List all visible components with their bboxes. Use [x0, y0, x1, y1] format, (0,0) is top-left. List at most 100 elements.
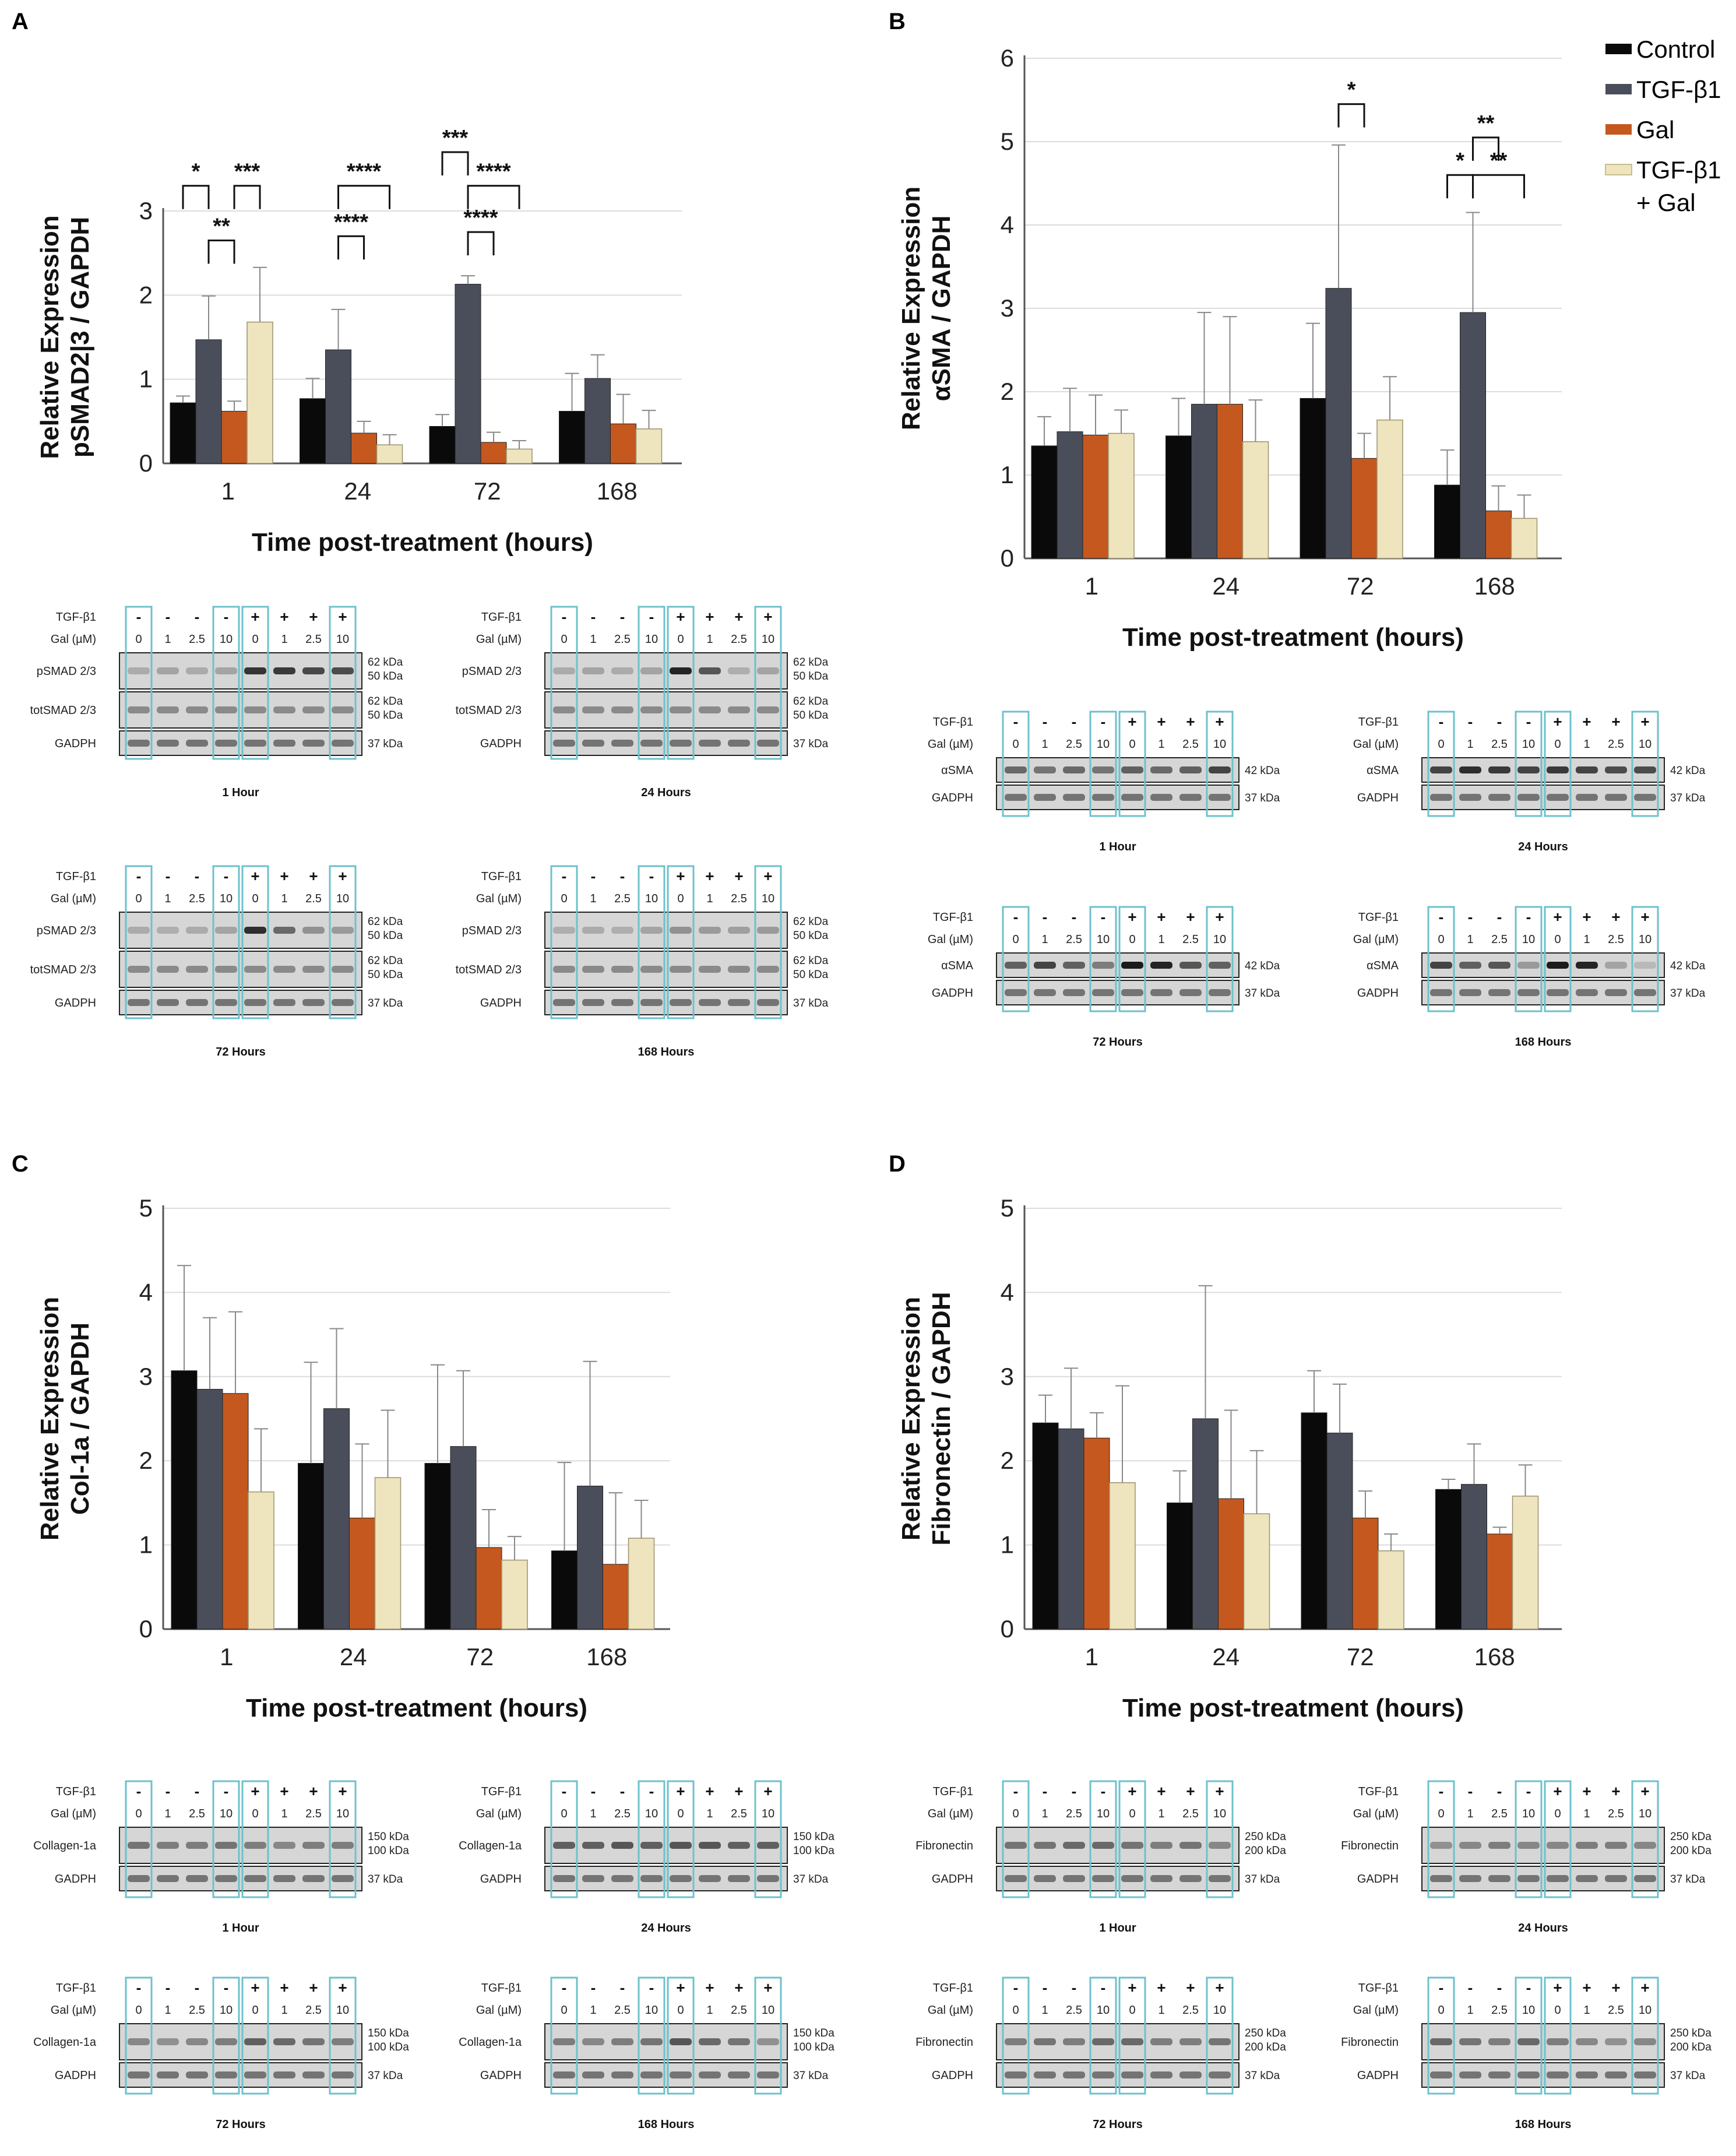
blot-band	[699, 706, 721, 713]
tgf-lane-value: +	[1611, 1979, 1620, 1996]
blot-band	[1430, 962, 1452, 969]
bar	[1510, 518, 1538, 559]
gal-lane-value: 0	[561, 1807, 567, 1820]
bar	[1461, 1484, 1487, 1630]
blot-band	[1034, 1875, 1056, 1882]
blot-band	[1034, 794, 1056, 801]
bar	[1300, 398, 1326, 559]
tgf-lane-value: -	[620, 1979, 625, 1996]
significance-label: **	[1477, 111, 1495, 136]
blot-band	[640, 740, 663, 747]
tgf-lane-value: -	[136, 867, 142, 885]
x-tick-label: 24	[344, 477, 371, 505]
blot-band	[1092, 1842, 1114, 1849]
lane-highlight-box	[1544, 906, 1572, 1012]
lane-highlight-box	[125, 606, 153, 760]
blot-row-label: GADPH	[480, 997, 522, 1010]
blot-row-label: GADPH	[932, 987, 973, 1000]
blot-strip	[119, 2023, 362, 2060]
blot-c-72-hours: TGF-β1 Gal (µM) - 0 - 1 - 2.5 - 10 +0 +1 +2.5 +10 Coll…	[33, 1976, 409, 2131]
lane-highlight-box	[550, 606, 578, 760]
blot-band	[728, 1842, 750, 1849]
lane-highlight-box	[1427, 1976, 1455, 2095]
y-tick-label: 3	[1001, 294, 1014, 322]
tgf-lane-value: +	[676, 1979, 685, 1996]
blot-band	[1209, 1842, 1231, 1849]
panel-label-a: A	[12, 9, 29, 34]
blot-band	[1092, 1875, 1114, 1882]
significance-bracket	[1446, 174, 1474, 199]
y-tick-label: 0	[1001, 544, 1014, 572]
kda-marker-label: 200 kDa	[1245, 1845, 1286, 1857]
bar	[171, 1370, 198, 1630]
blot-band	[215, 999, 237, 1006]
blot-timepoint-label: 1 Hour	[1099, 840, 1136, 853]
bar	[1217, 403, 1243, 559]
bar	[1109, 1482, 1136, 1630]
blot-band	[1209, 2071, 1231, 2078]
panel-label-d: D	[889, 1151, 906, 1177]
blot-band	[582, 667, 604, 674]
gal-lane-value: 2.5	[1182, 1807, 1199, 1820]
tgf-lane-value: +	[1215, 1979, 1224, 1996]
blot-band	[1034, 2038, 1056, 2045]
blot-band	[1005, 2038, 1027, 2045]
gal-row-label: Gal (µM)	[476, 2004, 522, 2017]
blot-row-label: GADPH	[55, 2069, 96, 2082]
blot-band	[611, 2071, 633, 2078]
tgf-lane-value: -	[1013, 1782, 1019, 1800]
blot-row-label: GADPH	[1357, 987, 1399, 1000]
blot-band	[1034, 2071, 1056, 2078]
blot-strip	[119, 2062, 362, 2088]
gal-lane-value: 2.5	[1608, 933, 1624, 946]
tgf-lane-value: -	[1439, 908, 1444, 926]
lane-highlight-box	[212, 865, 240, 1019]
blot-strip	[119, 652, 362, 690]
blot-band	[273, 667, 295, 674]
bar	[1487, 1534, 1513, 1630]
blot-band	[1634, 2038, 1656, 2045]
tgf-lane-value: +	[1215, 908, 1224, 926]
gal-lane-value: 2.5	[614, 633, 631, 646]
blot-timepoint-label: 24 Hours	[641, 1922, 691, 1935]
blot-a-168-hours: TGF-β1 Gal (µM) - 0 - 1 - 2.5 - 10 +0 +1 +2.5 +10 pSMA…	[456, 865, 829, 1058]
gal-lane-value: 0	[677, 633, 684, 646]
blot-band	[699, 999, 721, 1006]
blot-band	[757, 706, 779, 713]
blot-band	[728, 706, 750, 713]
blot-timepoint-label: 72 Hours	[216, 1046, 266, 1058]
tgf-row-label: TGF-β1	[56, 870, 96, 883]
gal-lane-value: 10	[762, 1807, 774, 1820]
blot-strip	[544, 990, 788, 1015]
blot-band	[728, 999, 750, 1006]
tgf-row-label: TGF-β1	[1358, 1982, 1399, 1995]
kda-marker-label: 62 kDa	[368, 695, 403, 708]
tgf-lane-value: -	[224, 867, 229, 885]
tgf-lane-value: +	[1128, 1979, 1136, 1996]
gal-lane-value: 2.5	[731, 1807, 747, 1820]
blot-strip	[996, 2023, 1240, 2060]
blot-band	[757, 1842, 779, 1849]
tgf-lane-value: -	[1439, 713, 1444, 730]
gal-lane-value: 1	[1583, 1807, 1590, 1820]
blot-strip	[1421, 980, 1665, 1005]
blot-band	[215, 667, 237, 674]
tgf-lane-value: -	[1101, 908, 1106, 926]
gal-lane-value: 10	[336, 633, 349, 646]
kda-marker-label: 42 kDa	[1245, 960, 1280, 972]
gal-lane-value: 2.5	[305, 1807, 322, 1820]
blot-band	[1430, 989, 1452, 996]
blot-band	[699, 740, 721, 747]
gal-lane-value: 10	[1522, 2004, 1535, 2017]
lane-highlight-box	[667, 606, 695, 760]
tgf-lane-value: -	[224, 1782, 229, 1800]
blot-row-label: pSMAD 2/3	[462, 924, 522, 937]
blot-band	[332, 706, 354, 713]
gal-lane-value: 1	[1467, 933, 1473, 946]
gal-lane-value: 10	[220, 892, 233, 905]
significance-label: ****	[347, 160, 381, 184]
tgf-lane-value: -	[1468, 908, 1473, 926]
blot-band	[699, 927, 721, 934]
kda-marker-label: 62 kDa	[793, 955, 829, 967]
blot-band	[1576, 1842, 1598, 1849]
